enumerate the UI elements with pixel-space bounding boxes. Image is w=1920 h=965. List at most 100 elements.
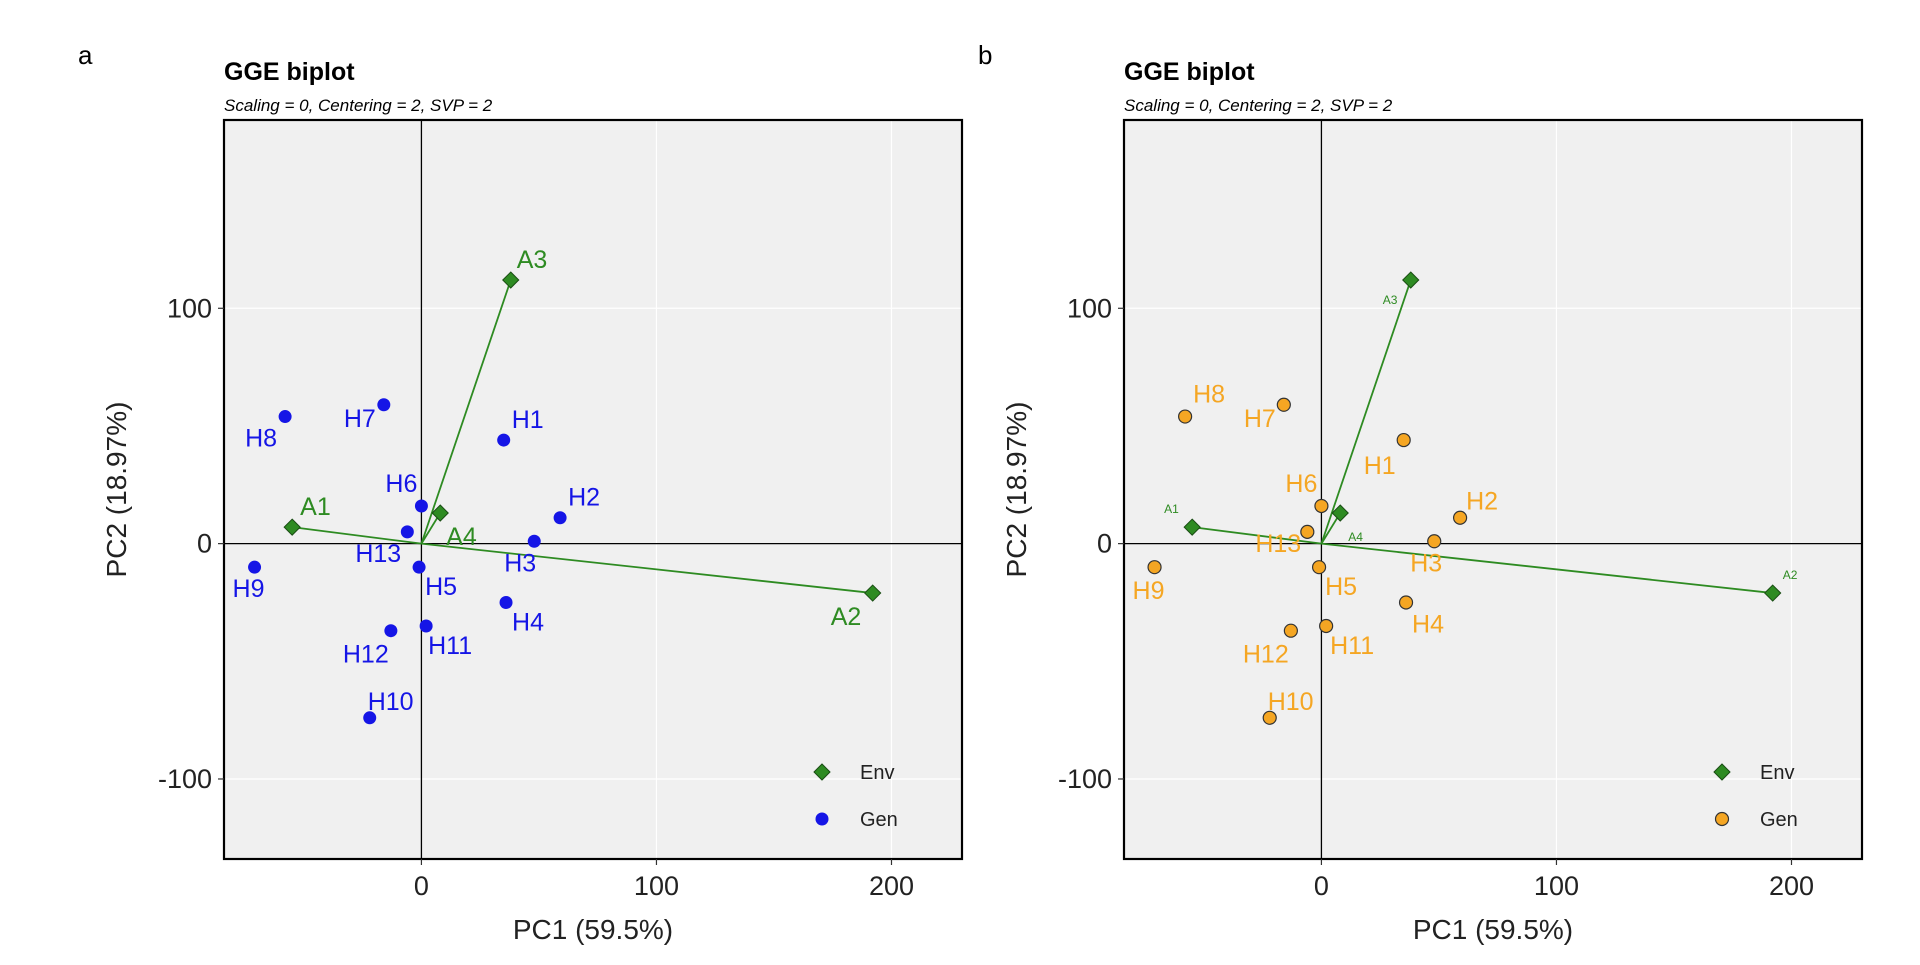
gen-label-h11: H11 xyxy=(1330,632,1374,660)
panel-tag: a xyxy=(78,40,93,70)
gen-label-h6: H6 xyxy=(1285,470,1317,498)
plot-border xyxy=(222,118,964,861)
gen-marker-h8 xyxy=(278,410,292,424)
gen-marker-h2 xyxy=(1452,510,1468,525)
env-vector-a2 xyxy=(1321,542,1773,594)
plot-background xyxy=(1124,120,1862,859)
y-tick-label: 0 xyxy=(197,529,212,559)
env-label-a1: A1 xyxy=(1164,502,1179,516)
legend-gen-label: Gen xyxy=(860,809,898,831)
env-label-a2: A2 xyxy=(831,603,862,631)
chart-title: GGE biplot xyxy=(224,58,355,86)
env-label-a4: A4 xyxy=(1348,530,1363,544)
gen-label-h9: H9 xyxy=(233,575,265,603)
gen-label-h11: H11 xyxy=(428,632,472,660)
gen-label-h12: H12 xyxy=(1243,641,1289,669)
gen-marker-h7 xyxy=(377,398,391,412)
x-tick-label: 200 xyxy=(1769,871,1814,901)
gen-marker-h4 xyxy=(499,595,513,609)
legend-gen-marker xyxy=(1714,811,1730,827)
env-vector-a1 xyxy=(292,526,422,545)
gen-label-h3: H3 xyxy=(1410,549,1442,577)
env-vector-a3 xyxy=(420,279,512,544)
gen-marker-h13 xyxy=(1300,524,1315,539)
env-label-a2: A2 xyxy=(1783,568,1798,582)
gen-marker-h6 xyxy=(1314,498,1329,514)
gen-marker-h7 xyxy=(1276,397,1291,412)
legend-env-marker xyxy=(813,763,831,781)
gen-marker-h5 xyxy=(1311,560,1327,575)
gen-marker-h12 xyxy=(1283,623,1298,638)
env-vector-a2 xyxy=(421,542,873,594)
legend-env-marker xyxy=(1713,763,1731,781)
env-vector-a1 xyxy=(1192,526,1322,545)
gen-marker-h11 xyxy=(1319,618,1334,634)
gen-marker-h13 xyxy=(400,525,414,539)
env-vector-a3 xyxy=(1320,279,1412,544)
x-tick-label: 200 xyxy=(869,871,914,901)
env-label-a4: A4 xyxy=(446,523,477,551)
chart-panel-b: b GGE biplot Scaling = 0, Centering = 2, S… xyxy=(978,40,1864,945)
y-axis-label: PC2 (18.97%) xyxy=(1001,402,1032,578)
x-tick-label: 0 xyxy=(414,871,429,901)
plot-border xyxy=(1122,118,1864,861)
gen-label-h10: H10 xyxy=(1268,688,1314,716)
gen-label-h3: H3 xyxy=(504,549,536,577)
gen-label-h5: H5 xyxy=(1325,573,1357,601)
gen-marker-h4 xyxy=(1398,595,1414,610)
legend-env-label: Env xyxy=(1760,762,1794,784)
gen-marker-h3 xyxy=(527,534,541,548)
gen-label-h1: H1 xyxy=(1364,452,1396,480)
y-tick-label: -100 xyxy=(158,764,212,794)
y-tick-label: 0 xyxy=(1097,529,1112,559)
x-axis-label: PC1 (59.5%) xyxy=(1413,914,1573,945)
env-marker-a1 xyxy=(1183,518,1201,536)
env-marker-a3 xyxy=(1402,271,1420,289)
gen-marker-h3 xyxy=(1427,534,1442,549)
env-marker-a4 xyxy=(431,504,449,522)
gen-label-h2: H2 xyxy=(1466,488,1498,516)
gen-label-h13: H13 xyxy=(1255,530,1301,558)
x-tick-label: 100 xyxy=(634,871,679,901)
env-label-a3: A3 xyxy=(1383,293,1398,307)
gen-marker-h6 xyxy=(414,499,428,513)
env-marker-a2 xyxy=(1763,584,1782,602)
x-tick-label: 100 xyxy=(1534,871,1579,901)
gen-marker-h10 xyxy=(1262,710,1277,725)
gen-label-h9: H9 xyxy=(1133,577,1165,605)
env-label-a3: A3 xyxy=(517,246,548,274)
y-tick-label: -100 xyxy=(1058,764,1112,794)
y-axis-label: PC2 (18.97%) xyxy=(101,402,132,578)
gen-label-h12: H12 xyxy=(343,641,389,669)
chart-subtitle: Scaling = 0, Centering = 2, SVP = 2 xyxy=(224,96,493,115)
gen-marker-h2 xyxy=(553,511,567,525)
chart-panel-a: a GGE biplot Scaling = 0, Centering = 2, S… xyxy=(78,40,964,945)
gen-marker-h9 xyxy=(248,560,262,574)
gen-marker-h1 xyxy=(497,433,511,447)
env-marker-a3 xyxy=(502,271,520,289)
gen-label-h10: H10 xyxy=(368,688,414,716)
gen-label-h4: H4 xyxy=(1412,610,1444,638)
gen-label-h7: H7 xyxy=(344,405,376,433)
gen-marker-h9 xyxy=(1147,560,1162,575)
gen-marker-h10 xyxy=(363,711,377,725)
gen-marker-h5 xyxy=(412,560,426,574)
gen-label-h1: H1 xyxy=(512,406,544,434)
legend-gen-marker xyxy=(815,812,829,826)
gen-marker-h12 xyxy=(384,624,398,638)
env-marker-a1 xyxy=(283,518,301,536)
gen-label-h2: H2 xyxy=(568,484,600,512)
y-tick-label: 100 xyxy=(167,293,212,323)
chart-subtitle: Scaling = 0, Centering = 2, SVP = 2 xyxy=(1124,96,1393,115)
plot-background xyxy=(224,120,962,859)
gen-label-h13: H13 xyxy=(355,540,401,568)
env-label-a1: A1 xyxy=(300,493,331,521)
gen-marker-h11 xyxy=(419,619,433,633)
gen-label-h6: H6 xyxy=(385,470,417,498)
legend-env-label: Env xyxy=(860,762,894,784)
gen-label-h8: H8 xyxy=(245,425,277,453)
legend-gen-label: Gen xyxy=(1760,809,1798,831)
gen-marker-h8 xyxy=(1178,409,1193,424)
